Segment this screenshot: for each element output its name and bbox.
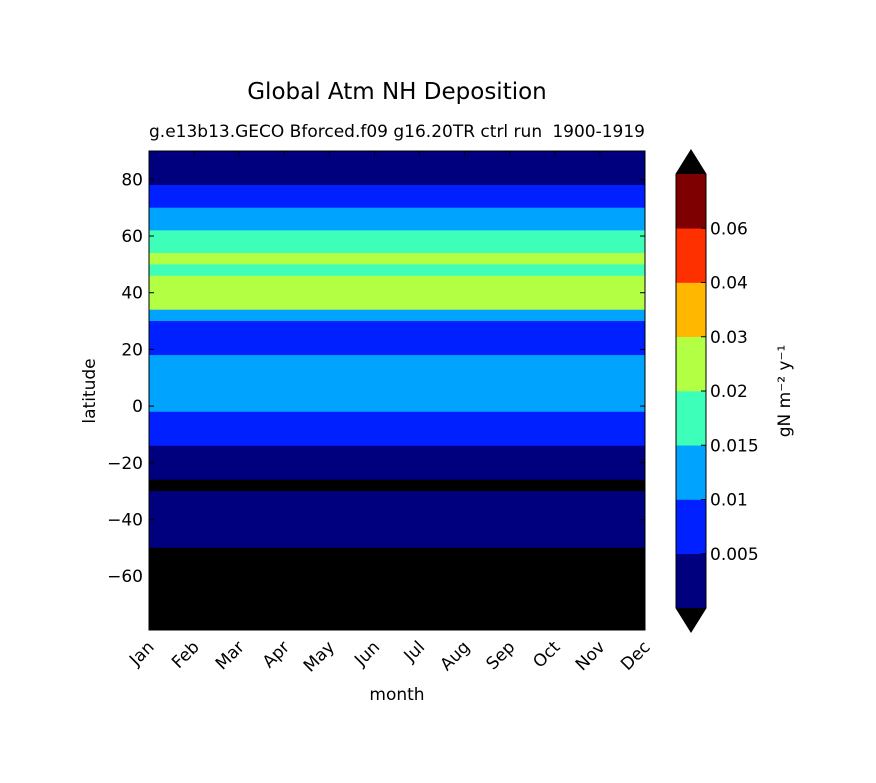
colorbar-segment xyxy=(676,228,706,283)
y-tick-label: −20 xyxy=(107,454,143,474)
x-tick-label: Sep xyxy=(482,637,519,674)
colorbar-tick-label: 0.01 xyxy=(710,491,748,511)
chart-subtitle-right: 1900-1919 xyxy=(552,122,645,142)
plot-area xyxy=(149,151,645,630)
colorbar-segment xyxy=(676,174,706,229)
contour-band xyxy=(149,457,645,469)
contour-band xyxy=(149,547,645,577)
colorbar-tick-label: 0.02 xyxy=(710,382,748,402)
colorbar-segment xyxy=(676,336,706,392)
x-tick-label: Feb xyxy=(168,637,203,672)
colorbar-tick-label: 0.005 xyxy=(710,545,759,565)
colorbar-segment xyxy=(676,445,706,500)
contour-band xyxy=(149,162,645,175)
contour-band xyxy=(149,332,645,345)
contour-band xyxy=(149,468,645,481)
contour-band xyxy=(149,173,645,186)
contour-band xyxy=(149,196,645,209)
contour-band xyxy=(149,536,645,549)
x-tick-label: Jul xyxy=(400,637,429,666)
colorbar-segment xyxy=(676,282,706,338)
colorbar-tick-label: 0.03 xyxy=(710,328,748,348)
colorbar-outline xyxy=(675,149,707,633)
y-tick-label: 80 xyxy=(121,170,143,190)
colorbar-extend-under xyxy=(676,608,706,632)
contour-band xyxy=(149,400,645,413)
contour-band xyxy=(149,491,645,503)
contour-band xyxy=(149,253,645,265)
contour-band xyxy=(149,264,645,277)
contour-band xyxy=(149,445,645,458)
x-tick-label: Aug xyxy=(437,637,475,675)
colorbar-tick-label: 0.04 xyxy=(710,274,748,294)
x-tick-label: Apr xyxy=(259,637,294,672)
chart-subtitle-left: g.e13b13.GECO Bforced.f09 g16.20TR ctrl … xyxy=(149,122,542,142)
contour-band xyxy=(149,479,645,492)
contour-band xyxy=(149,513,645,526)
contour-band xyxy=(149,576,645,605)
contour-band xyxy=(149,377,645,390)
colorbar-segment xyxy=(676,499,706,555)
contour-band xyxy=(149,207,645,220)
contour-band xyxy=(149,434,645,447)
y-tick-label: 20 xyxy=(121,340,143,360)
contour-band xyxy=(149,230,645,243)
x-tick-label: Dec xyxy=(617,637,654,674)
contour-band xyxy=(149,389,645,401)
y-tick-label: 60 xyxy=(121,227,143,247)
x-tick-label: Mar xyxy=(212,637,249,674)
contour-band xyxy=(149,321,645,333)
contour-band xyxy=(149,241,645,254)
colorbar-label: gN m⁻² y⁻¹ xyxy=(775,345,795,438)
y-tick-label: −60 xyxy=(107,567,143,587)
y-tick-label: 0 xyxy=(132,397,143,417)
colorbar: 0.005 0.01 0.015 0.02 0.03 0.04 0.06 xyxy=(675,149,759,633)
colorbar-segment xyxy=(676,553,706,609)
contour-bands xyxy=(149,151,645,630)
contour-band xyxy=(149,366,645,379)
contour-band xyxy=(149,219,645,231)
x-tick-label: Jun xyxy=(350,637,384,671)
x-tick-label: Nov xyxy=(572,637,610,675)
contour-band xyxy=(149,151,645,163)
x-axis-label: month xyxy=(369,685,424,705)
y-tick-label: −40 xyxy=(107,510,143,530)
colorbar-tick-label: 0.06 xyxy=(710,219,748,239)
x-tick-label: May xyxy=(300,637,339,676)
contour-band xyxy=(149,275,645,288)
contour-band xyxy=(149,525,645,537)
contour-band xyxy=(149,287,645,299)
x-tick-label: Jan xyxy=(125,637,158,670)
x-tick-label: Oct xyxy=(529,637,564,672)
plot-frame xyxy=(148,150,646,631)
contour-band xyxy=(149,502,645,515)
colorbar-extend-over xyxy=(676,150,706,174)
y-tick-label: 40 xyxy=(121,284,143,304)
contour-band xyxy=(149,309,645,322)
chart-title: Global Atm NH Deposition xyxy=(247,79,547,105)
colorbar-segment xyxy=(676,391,706,446)
contour-band xyxy=(149,185,645,197)
y-axis: 80 60 40 20 0 −20 −40 −60 xyxy=(107,170,645,587)
contour-band xyxy=(149,423,645,435)
colorbar-tick-label: 0.015 xyxy=(710,436,759,456)
y-axis-label: latitude xyxy=(80,358,100,423)
contour-band xyxy=(149,343,645,356)
contour-band xyxy=(149,355,645,367)
contour-band xyxy=(149,298,645,311)
contour-band xyxy=(149,411,645,424)
contour-band xyxy=(149,604,645,630)
